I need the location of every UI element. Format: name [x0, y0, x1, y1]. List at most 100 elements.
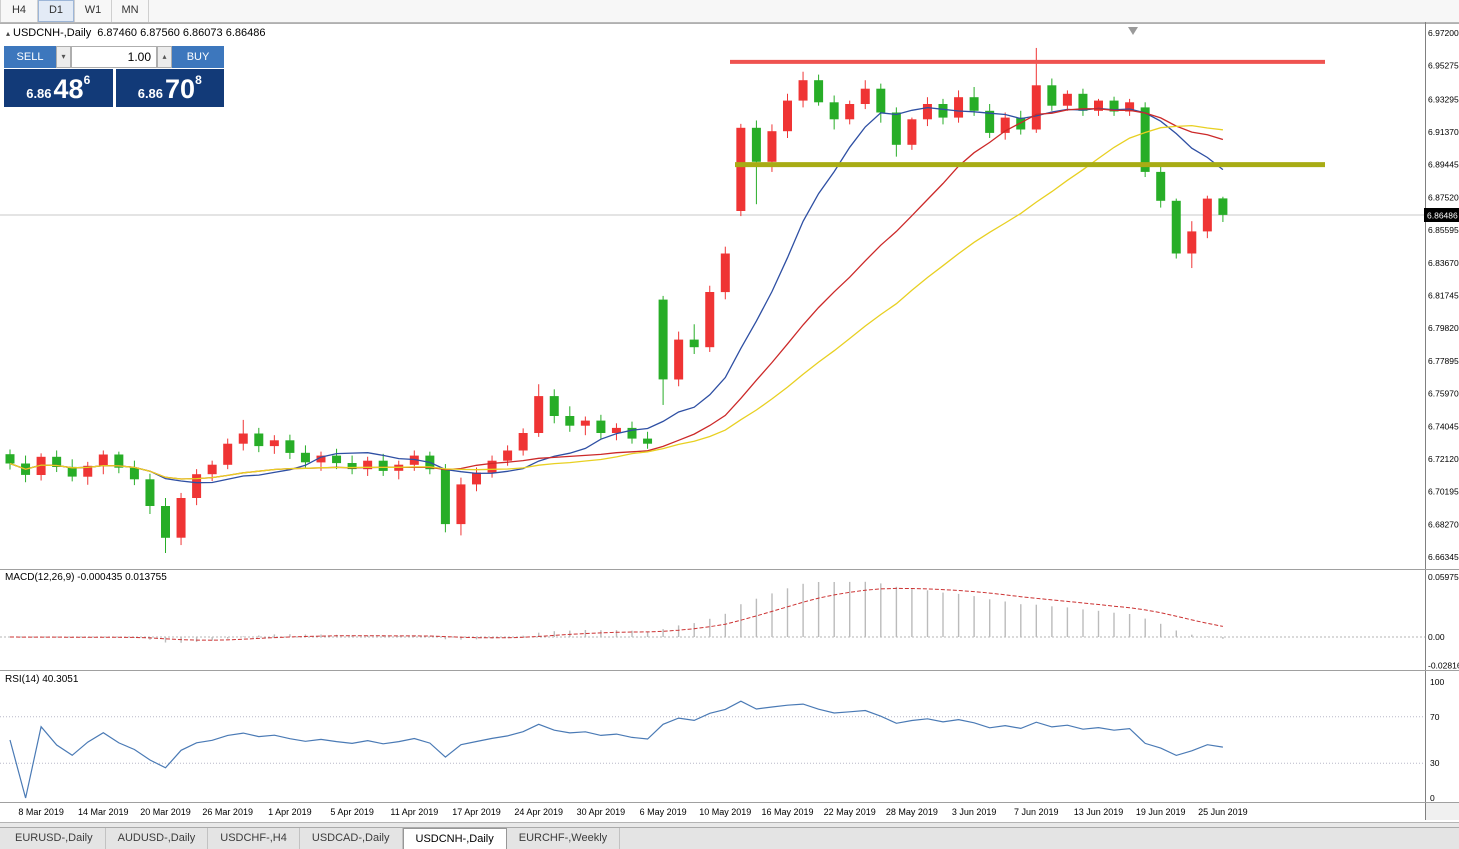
sell-price-prefix: 6.86: [26, 86, 52, 101]
current-price-badge: [1424, 208, 1459, 222]
chart-tab-bar: EURUSD-,Daily AUDUSD-,Daily USDCHF-,H4 U…: [0, 827, 1459, 849]
timeframe-w1-button[interactable]: W1: [75, 0, 112, 22]
candle-body: [192, 474, 202, 498]
price-axis-label: 6.79820: [1428, 323, 1459, 333]
date-axis-label: 11 Apr 2019: [390, 807, 438, 817]
candle-body: [860, 88, 870, 104]
date-axis-label: 7 Jun 2019: [1014, 807, 1059, 817]
candle-body: [643, 438, 653, 444]
price-axis-label: 6.75970: [1428, 389, 1459, 399]
candle-body: [332, 455, 342, 464]
window-divider: [0, 822, 1459, 827]
macd-axis-label: 0.059758: [1428, 572, 1459, 582]
price-axis-label: 6.70195: [1428, 487, 1459, 497]
sell-price-point: 6: [83, 73, 91, 87]
candle-body: [845, 104, 855, 120]
sell-price-pips: 48: [53, 74, 84, 104]
date-axis-label: 28 May 2019: [886, 807, 938, 817]
candle-body: [580, 420, 590, 426]
candle-body: [1202, 198, 1212, 232]
candle-body: [907, 119, 917, 145]
candle-body: [829, 102, 839, 120]
price-axis-label: 6.74045: [1428, 421, 1459, 431]
collapse-trade-panel-icon[interactable]: ▴: [6, 29, 11, 38]
candle-body: [689, 339, 699, 348]
price-axis-label: 6.97200: [1428, 28, 1459, 38]
date-axis-label: 8 Mar 2019: [18, 807, 64, 817]
candle-body: [347, 463, 357, 470]
chart-shift-marker-icon[interactable]: [1128, 27, 1138, 35]
candle-body: [736, 127, 746, 211]
candle-body: [5, 454, 15, 464]
candle-body: [611, 427, 621, 433]
candle-body: [549, 396, 559, 416]
candle-body: [518, 433, 528, 451]
candle-body: [269, 440, 279, 447]
candle-body: [814, 80, 824, 103]
candle-body: [440, 469, 450, 525]
sell-button[interactable]: SELL: [4, 46, 56, 68]
candle-body: [1047, 85, 1057, 106]
candle-body: [891, 112, 901, 145]
candle-body: [1156, 171, 1166, 201]
candle-body: [798, 80, 808, 101]
chart-symbol-label: USDCNH-,Daily: [13, 27, 92, 39]
rsi-indicator-label: RSI(14) 40.3051: [5, 674, 79, 685]
date-axis-label: 16 May 2019: [761, 807, 813, 817]
candle-body: [938, 104, 948, 118]
macd-indicator-label: MACD(12,26,9) -0.000435 0.013755: [5, 572, 167, 583]
candle-body: [254, 433, 264, 447]
chart-svg[interactable]: 6.97200 6.95275 6.93295 6.91370 6.89445 6.875…: [0, 22, 1459, 822]
candle-body: [207, 464, 217, 475]
macd-axis-label: -0.02816: [1428, 660, 1459, 670]
buy-quote-button[interactable]: 6.86 70 8: [115, 69, 224, 107]
tab-usdcnh-daily[interactable]: USDCNH-,Daily: [402, 828, 507, 849]
candle-body: [705, 292, 715, 348]
price-axis-label: 6.77895: [1428, 356, 1459, 366]
volume-increase-button[interactable]: ▴: [157, 46, 172, 68]
buy-button[interactable]: BUY: [172, 46, 224, 68]
tab-eurusd-daily[interactable]: EURUSD-,Daily: [3, 828, 106, 849]
tab-eurchf-weekly[interactable]: EURCHF-,Weekly: [507, 828, 621, 849]
timeframe-d1-button[interactable]: D1: [38, 0, 75, 22]
date-axis-label: 3 Jun 2019: [952, 807, 997, 817]
date-axis-label: 26 Mar 2019: [202, 807, 253, 817]
price-axis-label: 6.87520: [1428, 192, 1459, 202]
price-axis-label: 6.72120: [1428, 454, 1459, 464]
candle-body: [98, 454, 108, 466]
candle-body: [565, 416, 575, 426]
tab-audusd-daily[interactable]: AUDUSD-,Daily: [106, 828, 209, 849]
date-axis-label: 1 Apr 2019: [268, 807, 312, 817]
candle-body: [67, 466, 77, 477]
timeframe-h4-button[interactable]: H4: [0, 0, 38, 22]
candle-body: [876, 88, 886, 113]
candle-body: [1218, 198, 1228, 215]
rsi-line: [9, 700, 1223, 799]
candle-body: [316, 455, 326, 463]
candle-body: [1171, 200, 1181, 254]
candle-body: [534, 396, 544, 433]
volume-input[interactable]: [71, 46, 157, 68]
date-axis-label: 25 Jun 2019: [1198, 807, 1248, 817]
volume-decrease-button[interactable]: ▾: [56, 46, 71, 68]
candle-body: [922, 104, 932, 120]
candle-body: [596, 420, 606, 433]
sell-quote-button[interactable]: 6.86 48 6: [4, 69, 113, 107]
timeframe-mn-button[interactable]: MN: [112, 0, 149, 22]
date-axis-label: 30 Apr 2019: [577, 807, 626, 817]
candle-body: [238, 433, 248, 444]
price-axis-label: 6.85595: [1428, 225, 1459, 235]
candle-body: [1031, 85, 1041, 130]
candle-body: [1140, 107, 1150, 172]
current-price-badge-text: 6.86486: [1427, 211, 1458, 221]
price-axis-label: 6.93295: [1428, 94, 1459, 104]
candle-body: [1078, 93, 1088, 111]
candle-body: [285, 440, 295, 453]
candle-body: [300, 452, 310, 463]
tab-usdcad-daily[interactable]: USDCAD-,Daily: [300, 828, 403, 849]
candle-body: [36, 456, 46, 475]
tab-usdchf-h4[interactable]: USDCHF-,H4: [208, 828, 300, 849]
candle-body: [969, 97, 979, 111]
candle-body: [674, 339, 684, 380]
